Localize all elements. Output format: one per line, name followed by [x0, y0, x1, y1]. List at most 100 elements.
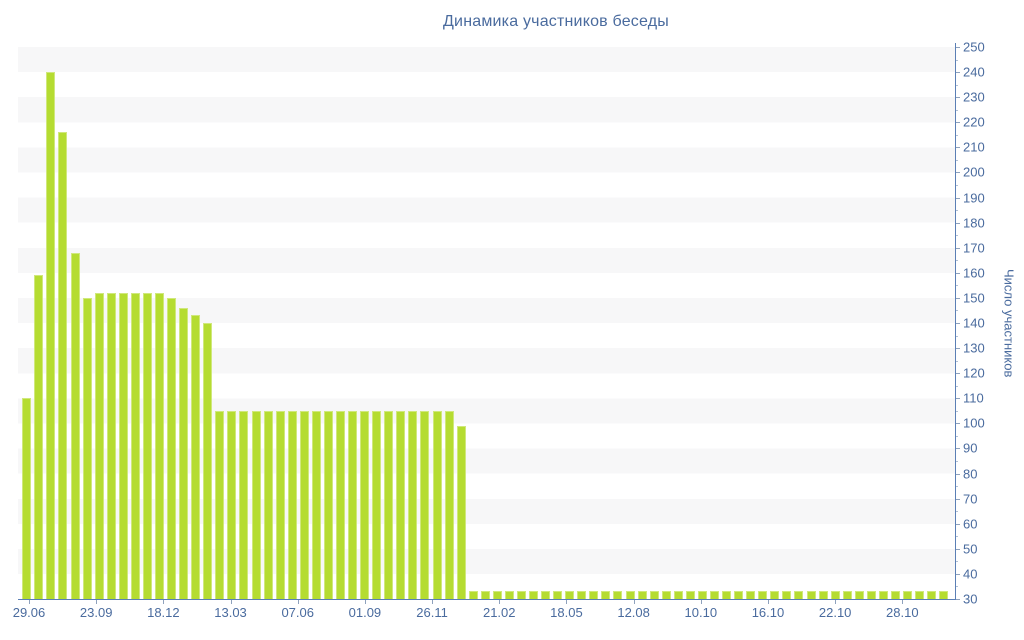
y-major-tick: [956, 423, 960, 425]
bar[interactable]: [516, 591, 526, 599]
x-tick-label: 10.10: [684, 605, 718, 620]
bar[interactable]: [22, 398, 32, 599]
y-major-tick: [956, 72, 960, 74]
bar[interactable]: [625, 591, 635, 599]
bar[interactable]: [818, 591, 828, 599]
bar[interactable]: [191, 315, 201, 599]
bar[interactable]: [541, 591, 551, 599]
bar[interactable]: [323, 410, 333, 599]
y-axis: 250 240 230 220 210 200 190 180 170 160 150 140 130 1…: [956, 40, 1024, 607]
y-major-tick: [956, 147, 960, 149]
bar[interactable]: [275, 410, 285, 599]
bar[interactable]: [468, 591, 478, 599]
bar[interactable]: [58, 132, 68, 599]
y-minor-tick: [956, 185, 958, 186]
bar[interactable]: [432, 410, 442, 599]
bar[interactable]: [553, 591, 563, 599]
bar[interactable]: [806, 591, 816, 599]
bar[interactable]: [915, 591, 925, 599]
bar[interactable]: [830, 591, 840, 599]
bar[interactable]: [685, 591, 695, 599]
bar[interactable]: [710, 591, 719, 599]
bar[interactable]: [46, 72, 56, 599]
bar[interactable]: [70, 252, 80, 599]
bar[interactable]: [360, 410, 370, 599]
bar[interactable]: [372, 410, 382, 599]
bar[interactable]: [613, 591, 623, 599]
bar[interactable]: [311, 410, 321, 599]
bar[interactable]: [854, 591, 864, 599]
x-tick: [297, 600, 299, 604]
x-tick-label: 18.05: [550, 605, 583, 620]
bar[interactable]: [456, 425, 466, 599]
bar[interactable]: [504, 591, 514, 599]
bar[interactable]: [565, 591, 575, 599]
bar[interactable]: [130, 292, 140, 599]
bar[interactable]: [444, 410, 454, 599]
bar[interactable]: [649, 591, 659, 599]
bar[interactable]: [529, 591, 539, 599]
y-major-tick: [956, 523, 960, 525]
bar[interactable]: [335, 410, 345, 599]
bar[interactable]: [734, 591, 744, 599]
y-major-tick: [956, 122, 960, 124]
bar[interactable]: [782, 591, 792, 599]
y-tick-label: 200: [963, 164, 985, 180]
bar[interactable]: [842, 591, 852, 599]
bar[interactable]: [589, 591, 599, 599]
bar[interactable]: [348, 410, 358, 599]
bar[interactable]: [492, 591, 502, 599]
bar[interactable]: [106, 292, 116, 599]
bar[interactable]: [239, 410, 249, 599]
bar[interactable]: [420, 410, 430, 599]
bar[interactable]: [384, 410, 394, 599]
bar[interactable]: [903, 591, 913, 599]
bar[interactable]: [673, 591, 683, 599]
bar[interactable]: [939, 591, 949, 599]
bar[interactable]: [878, 591, 888, 599]
bar[interactable]: [118, 292, 128, 599]
bar[interactable]: [408, 410, 418, 599]
bar[interactable]: [927, 591, 937, 599]
bar[interactable]: [94, 292, 104, 599]
y-major-tick: [956, 222, 960, 224]
y-tick-label: 100: [963, 415, 985, 431]
bar[interactable]: [758, 591, 768, 599]
bar[interactable]: [661, 591, 671, 599]
bar[interactable]: [227, 410, 237, 599]
bar[interactable]: [203, 323, 213, 599]
bar[interactable]: [866, 591, 876, 599]
bar[interactable]: [167, 297, 177, 599]
bar[interactable]: [637, 591, 647, 599]
bar[interactable]: [215, 410, 225, 599]
y-minor-tick: [956, 285, 958, 287]
x-tick: [835, 600, 837, 604]
bar[interactable]: [601, 591, 611, 599]
y-tick-label: 160: [963, 265, 985, 281]
y-tick-label: 240: [963, 64, 985, 80]
bar[interactable]: [251, 410, 261, 599]
bar[interactable]: [722, 591, 732, 599]
bar[interactable]: [179, 307, 189, 599]
bar[interactable]: [577, 591, 587, 599]
x-tick-label: 22.10: [818, 605, 852, 620]
bar[interactable]: [794, 591, 804, 599]
y-major-tick: [956, 272, 960, 274]
y-tick-label: 60: [963, 516, 978, 532]
bar[interactable]: [396, 410, 406, 599]
bar[interactable]: [263, 410, 273, 599]
bar[interactable]: [34, 275, 44, 599]
bar[interactable]: [770, 591, 780, 599]
y-minor-tick: [956, 461, 958, 462]
bar[interactable]: [155, 292, 165, 599]
bar[interactable]: [746, 591, 756, 599]
bar[interactable]: [287, 410, 297, 599]
bar[interactable]: [82, 297, 92, 599]
bar[interactable]: [142, 292, 152, 599]
y-major-tick: [956, 297, 960, 299]
bar[interactable]: [697, 591, 707, 599]
y-tick-label: 40: [963, 566, 978, 582]
bar[interactable]: [480, 591, 490, 599]
bar[interactable]: [299, 410, 309, 599]
bar[interactable]: [890, 591, 900, 599]
